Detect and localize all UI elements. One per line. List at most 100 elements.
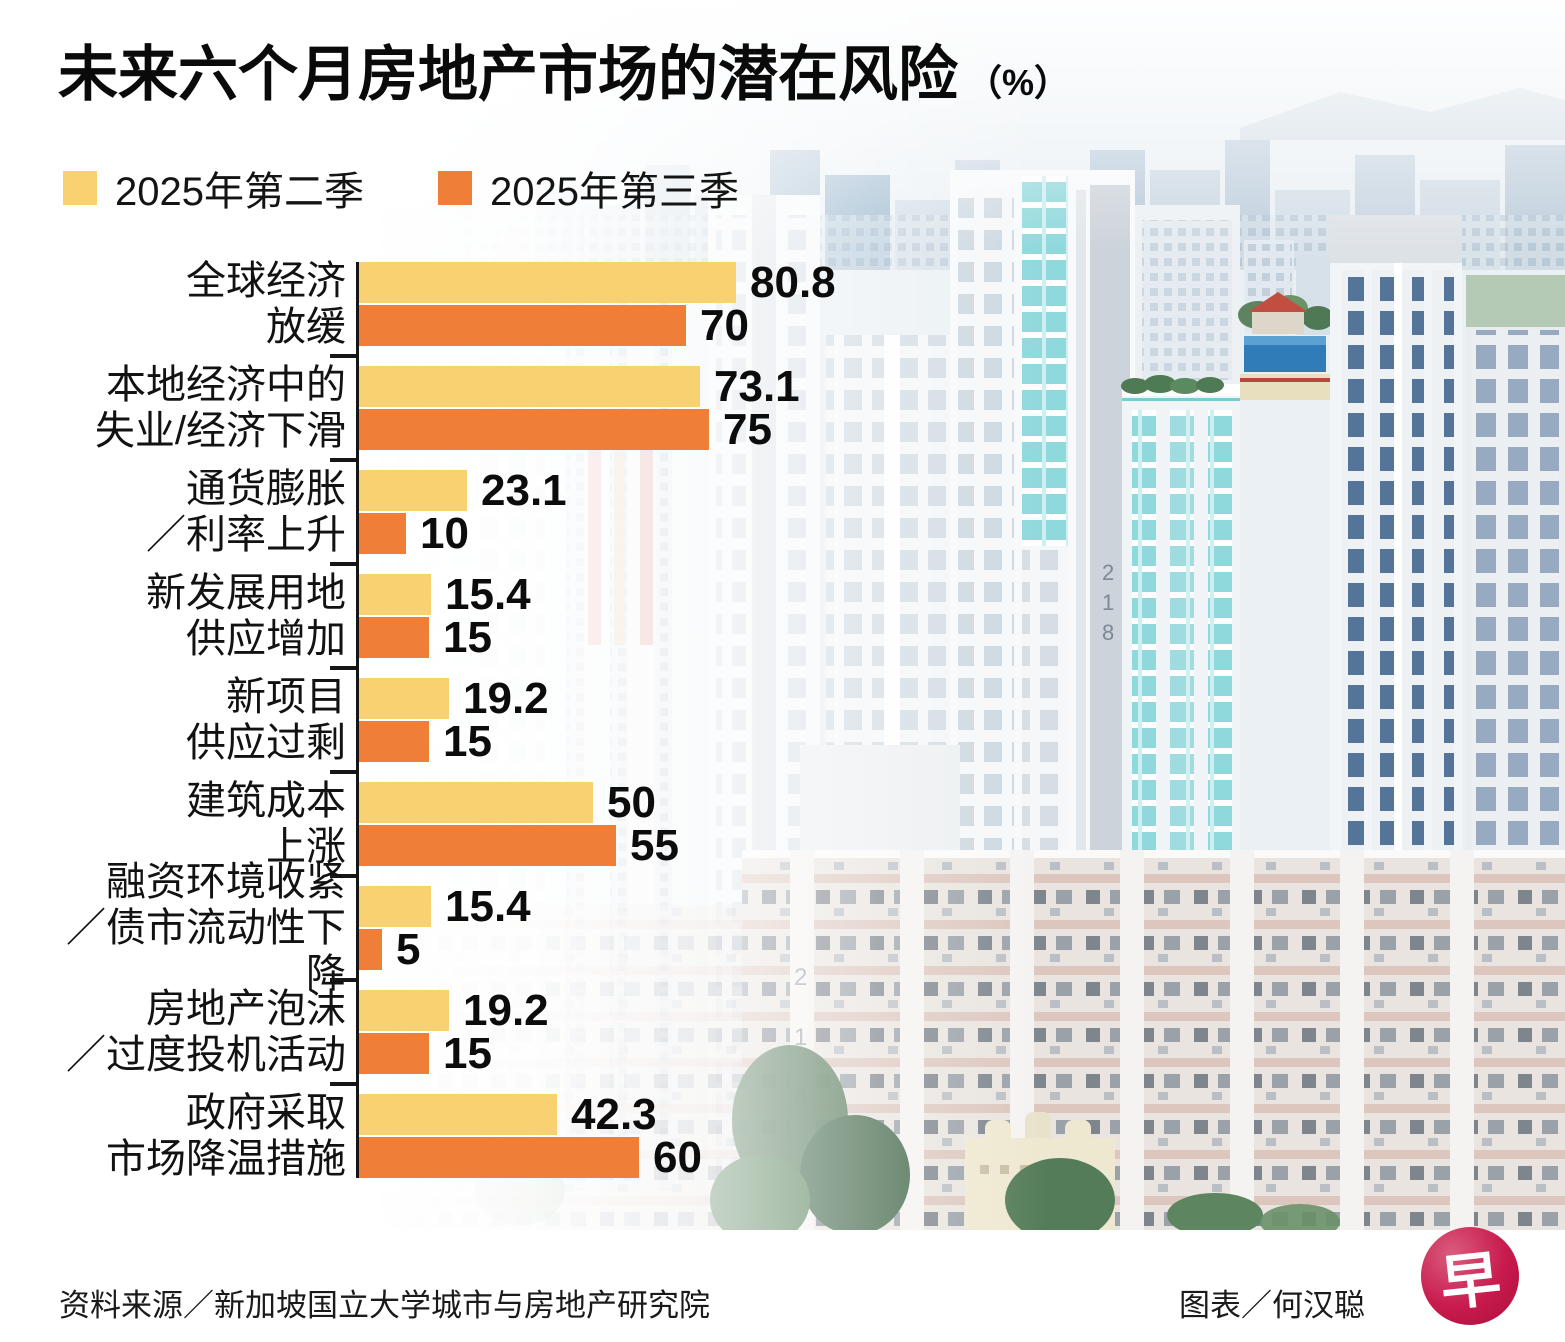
- value-label-q2: 80.8: [750, 258, 836, 307]
- bar-q3: [359, 1033, 429, 1074]
- bar-q2: [359, 262, 736, 303]
- bar-q2: [359, 886, 431, 927]
- bar-q3: [359, 929, 382, 970]
- page-title: 未来六个月房地产市场的潜在风险 （%）: [58, 40, 1070, 109]
- value-label-q2: 19.2: [463, 674, 549, 723]
- bar-line-2025年第三季: 55: [359, 821, 679, 870]
- bar-line-2025年第三季: 60: [359, 1136, 702, 1180]
- value-label-q3: 55: [630, 821, 679, 870]
- legend-item-q2: 2025年第二季: [63, 159, 364, 217]
- category-label: 融资环境收紧 ／债市流动性下降: [66, 860, 346, 996]
- bar-line-2025年第二季: 50: [359, 778, 679, 827]
- value-label-q2: 50: [607, 778, 656, 827]
- axis-tick: [330, 666, 359, 670]
- bar-line-2025年第三季: 75: [359, 405, 800, 454]
- bar-group: 42.3 60: [359, 1090, 702, 1180]
- value-label-q2: 15.4: [445, 882, 531, 931]
- value-label-q3: 75: [723, 405, 772, 454]
- title-text: 未来六个月房地产市场的潜在风险: [58, 41, 958, 108]
- bar-q3: [359, 513, 406, 554]
- bar-chart: 全球经济 放缓 80.8 70 本地经济中的 失业/经济下滑 73.1 75 通货膨胀 ／利…: [40, 258, 1140, 1181]
- value-label-q2: 23.1: [481, 466, 567, 515]
- axis-tick: [330, 874, 359, 878]
- axis-tick: [330, 1082, 359, 1086]
- value-label-q3: 15: [443, 717, 492, 766]
- value-label-q2: 19.2: [463, 986, 549, 1035]
- value-label-q3: 5: [396, 925, 421, 974]
- bar-line-2025年第二季: 15.4: [359, 882, 531, 931]
- legend-item-q3: 2025年第三季: [437, 159, 739, 217]
- bar-line-2025年第三季: 5: [359, 925, 531, 974]
- chart-axis-line: [356, 262, 359, 1178]
- bar-q2: [359, 678, 449, 719]
- bar-group: 15.4 5: [359, 882, 531, 974]
- chart-row-8: 房地产泡沫 ／过度投机活动 19.2 15: [40, 986, 1140, 1086]
- gap-cluster-lowrise: [1238, 240, 1334, 400]
- bar-q2: [359, 782, 593, 823]
- chart-row-2: 本地经济中的 失业/经济下滑 73.1 75: [40, 362, 1140, 462]
- bar-group: 19.2 15: [359, 674, 549, 766]
- chart-row-6: 建筑成本 上涨 50 55: [40, 778, 1140, 878]
- bar-line-2025年第二季: 15.4: [359, 570, 531, 619]
- category-label: 本地经济中的 失业/经济下滑: [94, 363, 346, 453]
- legend-label-q3: 2025年第三季: [489, 170, 739, 214]
- bar-q3: [359, 825, 616, 866]
- axis-tick: [330, 978, 359, 982]
- category-label: 房地产泡沫 ／过度投机活动: [66, 987, 346, 1077]
- value-label-q3: 70: [700, 301, 749, 350]
- bar-line-2025年第三季: 70: [359, 301, 836, 350]
- bar-line-2025年第二季: 73.1: [359, 362, 800, 411]
- chart-row-5: 新项目 供应过剩 19.2 15: [40, 674, 1140, 774]
- source-credit: 资料来源／新加坡国立大学城市与房地产研究院: [59, 1288, 710, 1323]
- legend-swatch-q3: [437, 171, 472, 205]
- chart-author-credit: 图表／何汉聪: [1179, 1288, 1365, 1323]
- legend-swatch-q2: [63, 171, 97, 205]
- value-label-q3: 10: [420, 509, 469, 558]
- bar-q2: [359, 366, 700, 407]
- bar-q3: [359, 617, 429, 658]
- bar-q2: [359, 470, 467, 511]
- chart-row-3: 通货膨胀 ／利率上升 23.1 10: [40, 466, 1140, 566]
- axis-tick: [330, 562, 359, 566]
- chart-row-4: 新发展用地 供应增加 15.4 15: [40, 570, 1140, 670]
- zaobao-logo: 早: [1421, 1227, 1519, 1325]
- category-label: 全球经济 放缓: [186, 259, 346, 349]
- axis-tick: [330, 354, 359, 358]
- value-label-q2: 15.4: [445, 570, 531, 619]
- chart-legend: 2025年第二季 2025年第三季: [63, 166, 739, 214]
- bar-line-2025年第三季: 10: [359, 509, 567, 558]
- bar-q2: [359, 1094, 557, 1135]
- bar-group: 23.1 10: [359, 466, 567, 558]
- value-label-q3: 15: [443, 1029, 492, 1078]
- chart-row-9: 政府采取 市场降温措施 42.3 60: [40, 1090, 1140, 1181]
- bar-line-2025年第二季: 42.3: [359, 1090, 702, 1139]
- bar-group: 19.2 15: [359, 986, 549, 1078]
- bar-group: 80.8 70: [359, 258, 836, 350]
- bar-line-2025年第二季: 80.8: [359, 258, 836, 307]
- value-label-q2: 73.1: [714, 362, 800, 411]
- bar-q3: [359, 305, 686, 346]
- footer-background: [0, 1230, 1565, 1342]
- bar-group: 73.1 75: [359, 362, 800, 454]
- bar-line-2025年第三季: 15: [359, 616, 531, 660]
- bar-q3: [359, 409, 709, 450]
- title-unit: （%）: [966, 62, 1071, 103]
- chart-row-7: 融资环境收紧 ／债市流动性下降 15.4 5: [40, 860, 1140, 996]
- legend-label-q2: 2025年第二季: [115, 170, 364, 214]
- bar-q2: [359, 990, 449, 1031]
- value-label-q2: 42.3: [571, 1090, 657, 1139]
- category-label: 建筑成本 上涨: [186, 779, 346, 869]
- zaobao-logo-character: 早: [1437, 1243, 1505, 1320]
- category-label: 新项目 供应过剩: [186, 675, 346, 765]
- bar-line-2025年第二季: 23.1: [359, 466, 567, 515]
- bar-line-2025年第二季: 19.2: [359, 674, 549, 723]
- bar-group: 50 55: [359, 778, 679, 870]
- bar-q2: [359, 574, 431, 615]
- bar-line-2025年第二季: 19.2: [359, 986, 549, 1035]
- axis-tick: [330, 458, 359, 462]
- bar-rows: 全球经济 放缓 80.8 70 本地经济中的 失业/经济下滑 73.1 75 通货膨胀 ／利…: [40, 258, 1140, 1181]
- chart-row-1: 全球经济 放缓 80.8 70: [40, 258, 1140, 358]
- axis-tick: [330, 770, 359, 774]
- bar-group: 15.4 15: [359, 570, 531, 660]
